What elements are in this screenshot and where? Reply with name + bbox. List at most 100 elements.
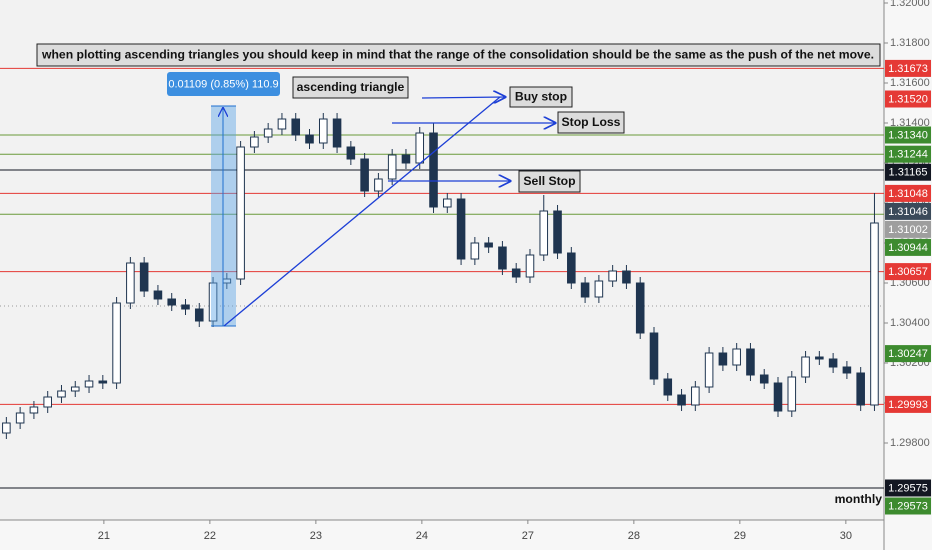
candle-body (15, 412, 25, 424)
candle-body (539, 210, 549, 256)
label-box (518, 170, 581, 193)
y-tick-label: 1.31600 (890, 77, 930, 89)
candle-body (443, 198, 452, 208)
level-label-box (885, 497, 931, 515)
x-tick-label: 21 (98, 530, 110, 542)
candle-body (181, 304, 190, 310)
timeframe-label: monthly (835, 492, 883, 506)
candle-body (484, 242, 493, 248)
drawings: when plotting ascending triangles you sh… (36, 43, 883, 506)
label-box (509, 86, 573, 108)
candle-body (553, 210, 562, 254)
candle-body (732, 348, 741, 366)
candle-body (263, 128, 273, 138)
pattern-label: ascending triangle (297, 80, 405, 94)
candle-body (291, 118, 301, 136)
candle-body (567, 252, 576, 284)
level-label-box (885, 126, 931, 144)
candle-body (691, 386, 700, 406)
candle-body (2, 422, 11, 434)
level-label-box (885, 59, 931, 77)
candle-body (870, 222, 879, 406)
candle-body (773, 382, 783, 412)
level-label-box (885, 145, 931, 163)
measure-label: 0.01109 (0.85%) 110.9 (168, 78, 278, 90)
axis-labels: 1.298001.300001.302001.304001.306001.308… (98, 0, 931, 542)
candle-body (842, 366, 852, 374)
candle-body (374, 178, 383, 192)
x-tick-label: 29 (734, 530, 746, 542)
level-label-box (885, 263, 931, 281)
candles (2, 113, 879, 439)
candle-body (250, 136, 259, 148)
candle-body (401, 154, 411, 164)
note-box (36, 43, 881, 67)
level-label-box (885, 184, 931, 202)
plot-area (0, 0, 884, 520)
candle-body (525, 254, 535, 278)
level-label: 1.30944 (888, 242, 928, 254)
level-label: 1.29573 (888, 500, 928, 512)
note: when plotting ascending triangles you sh… (41, 48, 874, 62)
candle-body (663, 378, 673, 396)
level-label: 1.30247 (888, 348, 928, 360)
candle-body (470, 242, 480, 260)
x-tick-label: 23 (310, 530, 322, 542)
candle-body (746, 348, 755, 376)
candle-body (580, 282, 590, 298)
label-box (557, 111, 625, 134)
x-tick-label: 30 (840, 530, 852, 542)
level-label: 1.31244 (888, 149, 928, 161)
candle-body (139, 262, 149, 292)
candle-body (815, 356, 824, 360)
trend-line (223, 96, 501, 327)
x-tick-label: 28 (628, 530, 640, 542)
time-axis (0, 520, 884, 550)
level-label-box (885, 202, 931, 220)
level-label-box (885, 479, 931, 497)
candle-body (608, 270, 617, 282)
candle-body (29, 406, 39, 414)
level-label: 1.30657 (888, 266, 928, 278)
candle-body (346, 146, 356, 160)
candle-body (718, 352, 728, 366)
level-label: 1.29993 (888, 399, 928, 411)
y-tick-label: 1.30400 (890, 317, 930, 329)
candle-body (98, 380, 108, 384)
x-tick-label: 24 (416, 530, 428, 542)
level-label: 1.31340 (888, 129, 928, 141)
y-tick-label: 1.31400 (890, 117, 930, 129)
level-label: 1.31165 (889, 167, 928, 179)
candle-body (57, 390, 66, 398)
candle-body (43, 396, 52, 408)
candle-body (126, 262, 135, 304)
candle-body (677, 394, 686, 406)
candle-body (70, 386, 80, 392)
measure-box (167, 72, 280, 96)
candle-body (112, 302, 121, 384)
candle-body (801, 356, 810, 378)
y-tick-label: 1.29800 (890, 437, 930, 449)
stop-loss-label: Stop Loss (562, 115, 621, 129)
level-label: 1.31002 (888, 224, 928, 236)
candle-body (236, 146, 245, 280)
level-label: 1.31673 (888, 63, 928, 75)
x-tick-label: 27 (522, 530, 534, 542)
level-label-box (885, 220, 931, 238)
candle-body (622, 270, 631, 284)
candle-body (360, 158, 369, 192)
candle-body (194, 308, 204, 322)
candle-body (759, 374, 769, 384)
level-label-box (885, 238, 931, 256)
candle-body (649, 332, 659, 380)
candle-body (305, 134, 314, 144)
level-label: 1.29575 (888, 482, 928, 494)
y-tick-label: 1.31800 (890, 37, 930, 49)
candle-body (594, 280, 604, 298)
candle-body (387, 154, 397, 180)
levels (0, 67, 884, 489)
level-label-box (885, 163, 931, 181)
candle-body (318, 118, 328, 144)
arrow (421, 97, 505, 98)
